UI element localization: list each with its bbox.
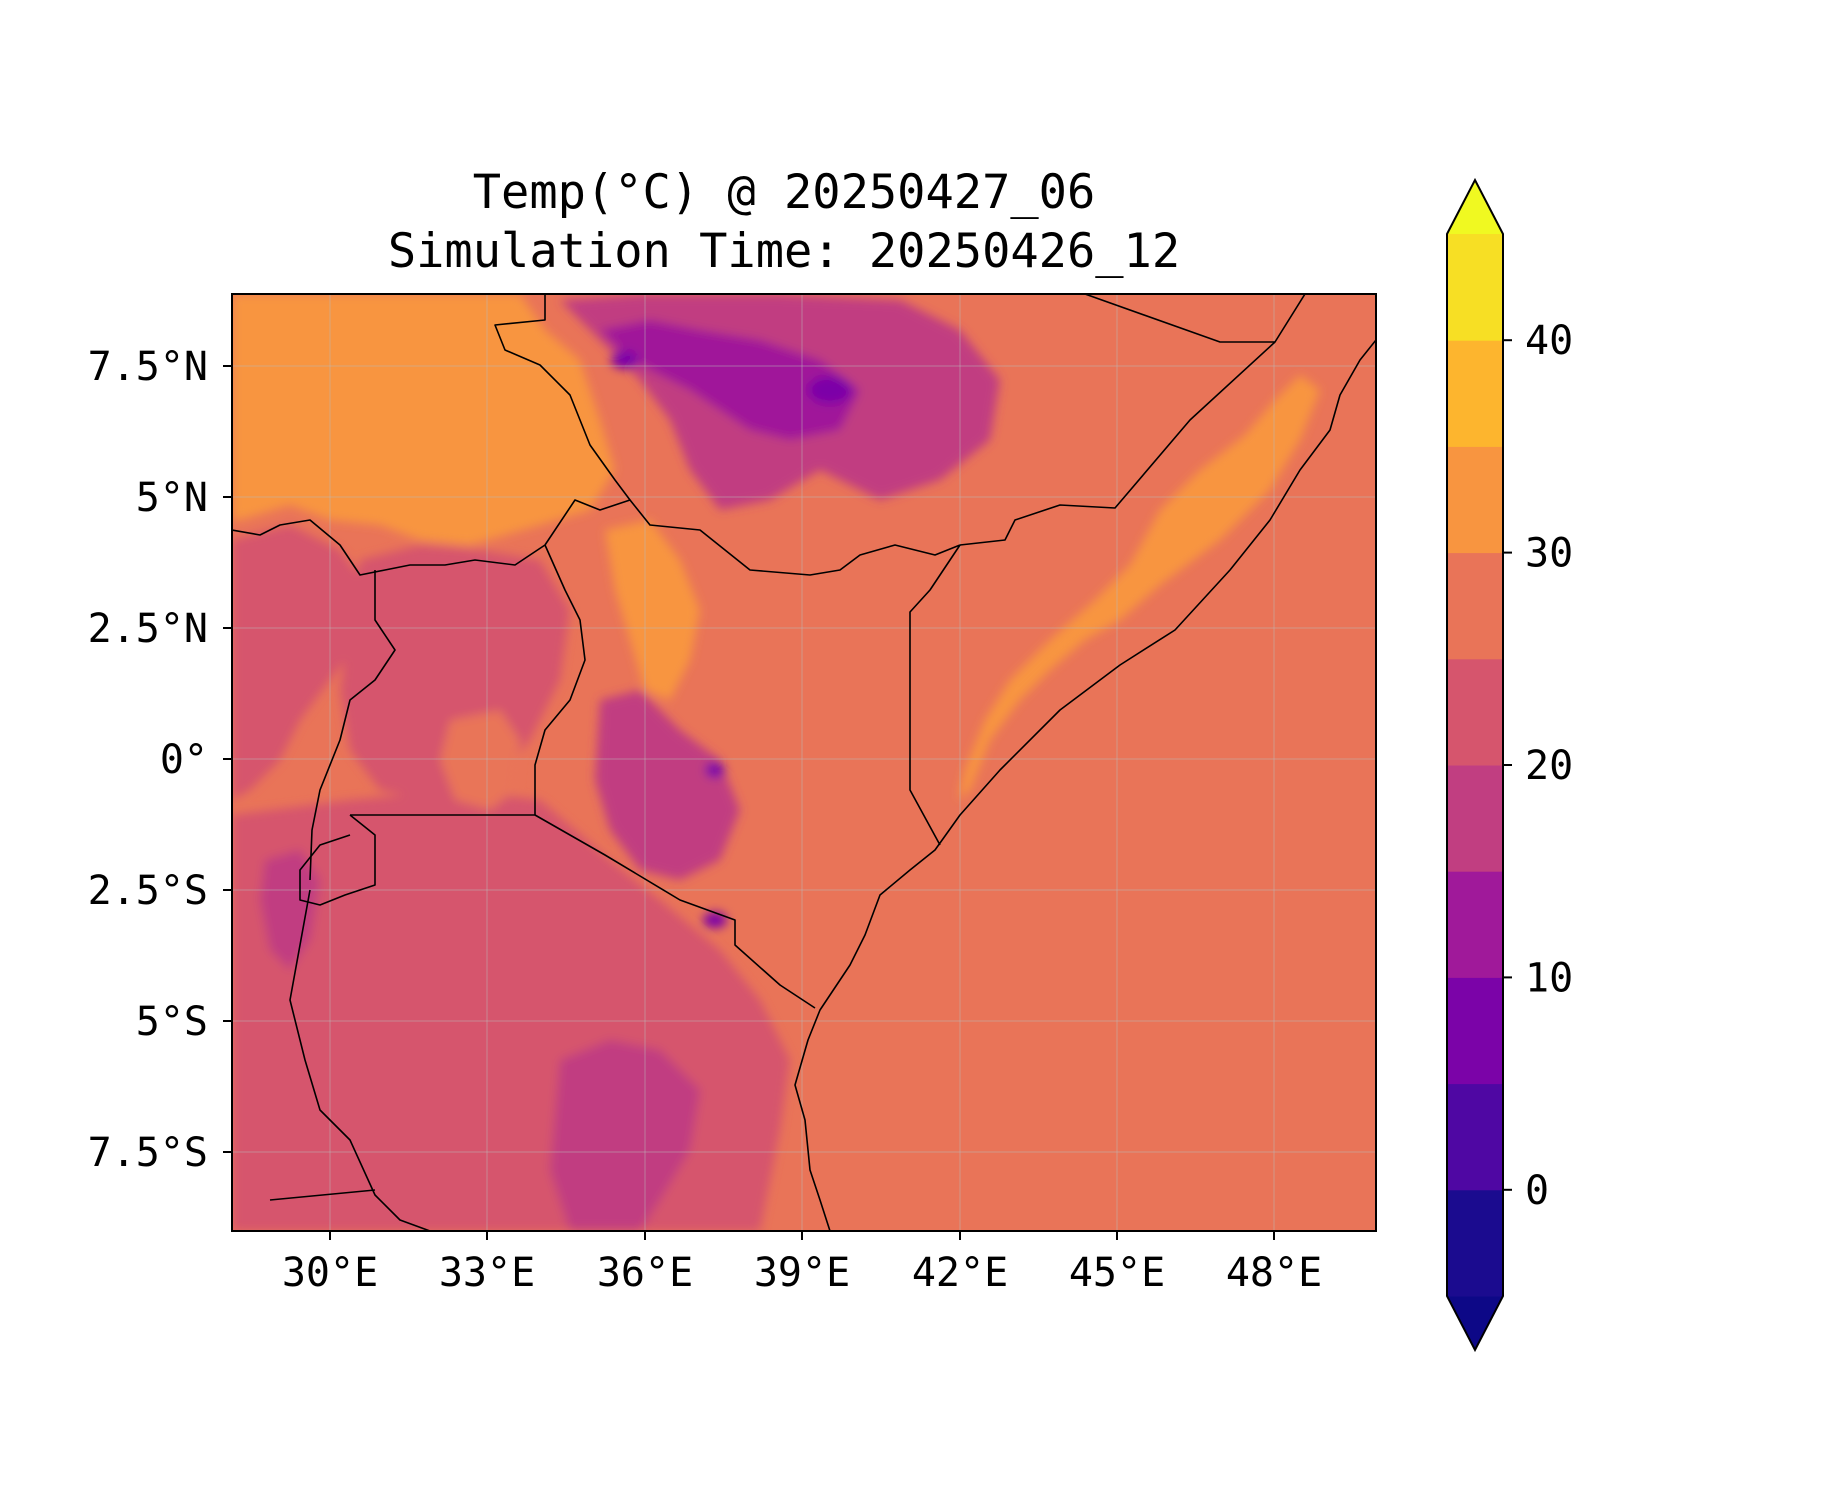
mount-kenya — [705, 762, 725, 778]
border-somaliland — [1084, 294, 1275, 343]
y-tick-label: 2.5°N — [88, 606, 208, 652]
map-title: Temp(°C) @ 20250427_06 — [473, 165, 1096, 220]
x-tick-label: 42°E — [912, 1250, 1008, 1296]
colorbar-segment — [1447, 765, 1503, 872]
border-kenya-tanzania — [534, 814, 816, 1009]
border-rwanda-burundi — [299, 814, 376, 906]
x-tick-label: 39°E — [754, 1250, 850, 1296]
colorbar-segment — [1447, 1189, 1503, 1297]
highland-peak-1 — [808, 376, 852, 404]
gridlines — [232, 294, 1376, 1231]
western-cool-region — [232, 525, 370, 800]
somali-coast-strip — [958, 375, 1320, 800]
colorbar-segment — [1447, 871, 1503, 978]
colorbar-segment — [1447, 658, 1503, 766]
y-tick-label: 7.5°S — [88, 1130, 208, 1176]
x-tick-label: 33°E — [439, 1250, 535, 1296]
colorbar: 0 10 20 30 40 — [1446, 177, 1573, 1353]
y-tick-label: 2.5°S — [88, 868, 208, 914]
albertine-rift — [260, 850, 320, 970]
lake-victoria — [440, 710, 520, 810]
y-tick-label: 0° — [160, 737, 208, 783]
border-drc-uganda — [309, 570, 396, 881]
colorbar-segment — [1447, 340, 1503, 447]
y-tick-label: 5°S — [136, 999, 208, 1045]
temperature-field — [232, 294, 1376, 1231]
borders — [232, 294, 1376, 1231]
border-drc-tanzania — [289, 889, 431, 1231]
kenya-highlands — [595, 690, 740, 880]
colorbar-segment — [1447, 1083, 1503, 1191]
border-ethiopia-kenya — [629, 499, 961, 576]
x-tick-label: 45°E — [1069, 1250, 1165, 1296]
coastline — [794, 339, 1376, 1231]
border-zambia — [269, 1189, 376, 1201]
ethiopian-highlands-core — [600, 320, 860, 440]
highland-peak-2 — [611, 351, 639, 369]
x-tick-label: 48°E — [1226, 1250, 1322, 1296]
colorbar-segment — [1447, 977, 1503, 1085]
colorbar-tick-label: 0 — [1525, 1168, 1549, 1214]
colorbar-tick-label: 20 — [1525, 743, 1573, 789]
y-axis: 7.5°N 5°N 2.5°N 0° 2.5°S 5°S 7.5°S — [88, 344, 232, 1176]
map-subtitle: Simulation Time: 20250426_12 — [388, 224, 1180, 279]
colorbar-segment — [1447, 446, 1503, 554]
y-tick-label: 7.5°N — [88, 344, 208, 390]
border-sudan-uganda — [232, 519, 546, 576]
turkana-basin — [605, 520, 700, 700]
border-uganda-kenya — [534, 544, 586, 815]
y-tick-label: 5°N — [136, 475, 208, 521]
colorbar-extend-max — [1447, 180, 1503, 234]
colorbar-tick-label: 10 — [1525, 955, 1573, 1001]
x-tick-label: 36°E — [597, 1250, 693, 1296]
colorbar-segment — [1447, 234, 1503, 341]
border-ethiopia-somalia — [959, 294, 1306, 546]
x-tick-label: 30°E — [282, 1250, 378, 1296]
x-axis: 30°E 33°E 36°E 39°E 42°E 45°E 48°E — [282, 1231, 1322, 1296]
colorbar-tick-label: 30 — [1525, 531, 1573, 577]
colorbar-segment — [1447, 552, 1503, 660]
colorbar-tick-label: 40 — [1525, 318, 1573, 364]
tanzania-highlands — [550, 1040, 700, 1231]
border-kenya-somalia — [909, 544, 961, 846]
colorbar-outline — [1446, 177, 1504, 1353]
border-south-sudan-ethiopia — [494, 294, 631, 546]
map-frame — [231, 293, 1377, 1232]
colorbar-extend-min — [1447, 1296, 1503, 1350]
kilimanjaro — [703, 912, 727, 928]
